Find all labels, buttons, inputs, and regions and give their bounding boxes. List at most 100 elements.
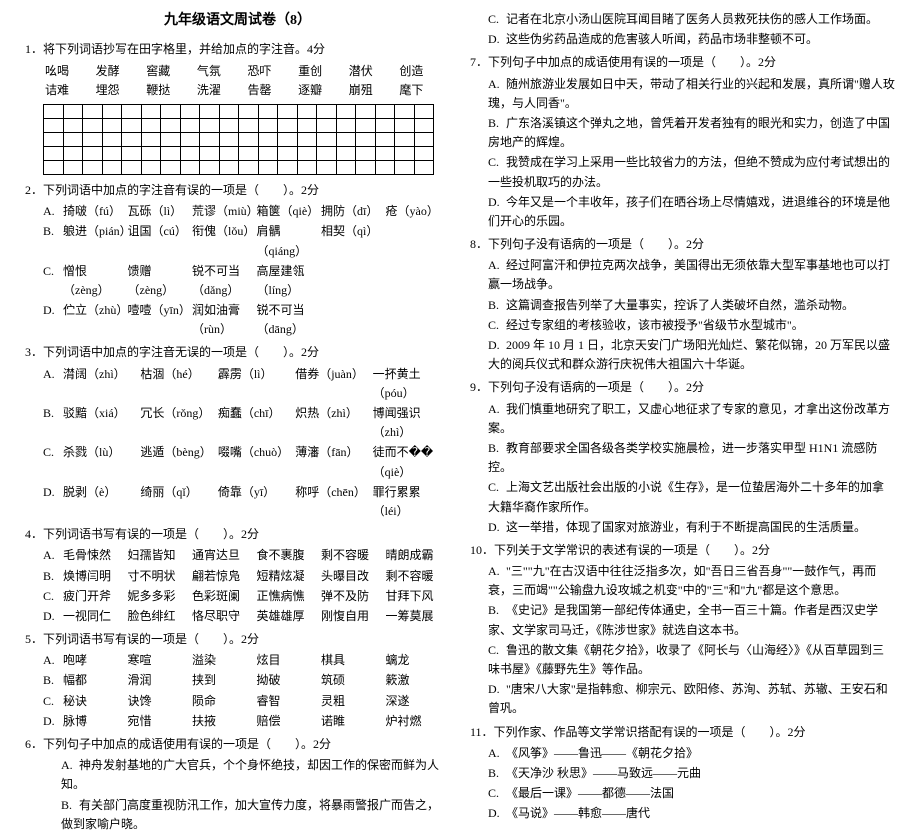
word: 气氛 bbox=[197, 62, 248, 81]
option-item: 疮（yào） bbox=[386, 202, 451, 221]
option-item: 脸色绯红 bbox=[128, 607, 193, 626]
option-label: C. bbox=[43, 443, 63, 481]
option-row: D.一视同仁脸色绯红恪尽职守英雄雄厚刚愎自用一筹莫展 bbox=[43, 607, 450, 626]
option-label: C. bbox=[43, 262, 63, 300]
option-label: D. bbox=[43, 712, 63, 731]
right-column: C.记者在北京小汤山医院耳闻目睹了医务人员救死扶伤的感人工作场面。D.这些伪劣药… bbox=[460, 10, 905, 620]
q6-continuation: C.记者在北京小汤山医院耳闻目睹了医务人员救死扶伤的感人工作场面。D.这些伪劣药… bbox=[470, 10, 895, 49]
option-item: 炽热（zhì） bbox=[295, 404, 372, 442]
option-row: B.躴进（pián）诅国（cú）衔傀（lǒu）肩髃（qiáng）相契（qì） bbox=[43, 222, 450, 260]
option-label: A. bbox=[488, 256, 506, 275]
option-row: C.秘诀诀馋陨命睿智灵粗深遂 bbox=[43, 692, 450, 711]
option-label: B. bbox=[488, 439, 506, 458]
word: 麾下 bbox=[399, 81, 450, 100]
word: 诘难 bbox=[45, 81, 96, 100]
option-text: 2009 年 10 月 1 日，北京天安门广场阳光灿烂、繁花似锦，20 万军民以… bbox=[488, 338, 890, 371]
option-row: A.神舟发射基地的广大官兵，个个身怀绝技，却因工作的保密而鲜为人知。 bbox=[61, 756, 450, 794]
option-item: 锐不可当（dāng） bbox=[257, 301, 322, 339]
option-item: 荒谬（miù） bbox=[192, 202, 257, 221]
option-row: D.今年又是一个丰收年，孩子们在晒谷场上尽情嬉戏，进退维谷的环境是他们开心的乐园… bbox=[488, 193, 895, 231]
option-label: D. bbox=[488, 518, 506, 537]
option-item: 一抔黄土（póu） bbox=[373, 365, 450, 403]
word: 逐瓣 bbox=[298, 81, 349, 100]
option-row: B.《天净沙 秋思》——马致远——元曲 bbox=[488, 764, 895, 783]
option-item: 色彩斑阑 bbox=[192, 587, 257, 606]
option-item: 螭龙 bbox=[386, 651, 451, 670]
option-row: B.焕博闫明寸不明状翩若惊凫短精炫凝头曝目改剩不容暖 bbox=[43, 567, 450, 586]
option-item: 称呼（chēn） bbox=[295, 483, 372, 521]
option-label: A. bbox=[43, 202, 63, 221]
option-text: 上海文艺出版社会出版的小说《生存》，是一位蛰居海外二十多年的加拿大籍华裔作家所作… bbox=[488, 480, 884, 513]
option-label: D. bbox=[488, 804, 506, 823]
option-item: 炉衬燃 bbox=[386, 712, 451, 731]
option-item: 薄瀋（fān） bbox=[295, 443, 372, 481]
option-item bbox=[386, 262, 451, 300]
option-label: B. bbox=[43, 222, 63, 260]
option-item: 深遂 bbox=[386, 692, 451, 711]
option-item: 润如油膏（rùn） bbox=[192, 301, 257, 339]
option-row: B.广东洛溪镇这个弹丸之地，曾凭着开发者独有的眼光和实力，创造了中国房地产的辉煌… bbox=[488, 114, 895, 152]
option-item: 枯涸（hé） bbox=[140, 365, 217, 403]
option-row: A.咆哮寒喧溢染炫目棋具螭龙 bbox=[43, 651, 450, 670]
option-item: 掎啵（fú） bbox=[63, 202, 128, 221]
option-item: 毛骨悚然 bbox=[63, 546, 128, 565]
q2-options: A.掎啵（fú）瓦砾（lì）荒谬（miù）箱箧（qiè）拥防（dī）疮（yào）… bbox=[43, 202, 450, 339]
option-item: 啜嘴（chuò） bbox=[218, 443, 295, 481]
option-row: A.《风筝》——鲁迅——《朝花夕拾》 bbox=[488, 744, 895, 763]
option-item: 咆哮 bbox=[63, 651, 128, 670]
option-item: 赔偿 bbox=[257, 712, 322, 731]
option-label: C. bbox=[488, 784, 506, 803]
option-item: 驳黯（xiá） bbox=[63, 404, 140, 442]
option-item: 瓦砾（lì） bbox=[128, 202, 193, 221]
exam-title: 九年级语文周试卷（8） bbox=[25, 10, 450, 32]
q1-words-row1: 吆喝 发酵 窖藏 气氛 恐吓 重创 潜伏 创造 bbox=[45, 62, 450, 81]
option-item bbox=[386, 222, 451, 260]
q11-options: A.《风筝》——鲁迅——《朝花夕拾》B.《天净沙 秋思》——马致远——元曲C.《… bbox=[470, 744, 895, 824]
word: 告罄 bbox=[248, 81, 299, 100]
option-item: 借券（juàn） bbox=[295, 365, 372, 403]
q10-options: A."三""九"在古汉语中往往泛指多次，如"吾日三省吾身""一鼓作气，再而衰，三… bbox=[470, 562, 895, 719]
option-item: 恪尽职守 bbox=[192, 607, 257, 626]
option-item: 弹不及防 bbox=[321, 587, 386, 606]
option-label: C. bbox=[488, 316, 506, 335]
q8-header: 8．下列句子没有语病的一项是（ ）。2分 bbox=[470, 235, 895, 254]
option-text: 神舟发射基地的广大官兵，个个身怀绝技，却因工作的保密而鲜为人知。 bbox=[61, 758, 439, 791]
option-item: 痴蠢（chī） bbox=[218, 404, 295, 442]
q1-words-row2: 诘难 埋怨 鞭挞 洗濯 告罄 逐瓣 崩殂 麾下 bbox=[45, 81, 450, 100]
option-text: 我们慎重地研究了职工，又虚心地征求了专家的意见，才拿出这份改革方案。 bbox=[488, 402, 890, 435]
option-label: B. bbox=[488, 296, 506, 315]
option-row: A.掎啵（fú）瓦砾（lì）荒谬（miù）箱箧（qiè）拥防（dī）疮（yào） bbox=[43, 202, 450, 221]
option-item: 甘拜下风 bbox=[386, 587, 451, 606]
option-row: C.记者在北京小汤山医院耳闻目睹了医务人员救死扶伤的感人工作场面。 bbox=[488, 10, 895, 29]
option-item: 通宵达旦 bbox=[192, 546, 257, 565]
option-row: D.脉博宛惜扶掖赔偿诺睢炉衬燃 bbox=[43, 712, 450, 731]
q9-header: 9．下列句子没有语病的一项是（ ）。2分 bbox=[470, 378, 895, 397]
option-item: 逃遁（bèng） bbox=[140, 443, 217, 481]
word: 崩殂 bbox=[349, 81, 400, 100]
option-label: A. bbox=[488, 75, 506, 94]
option-label: B. bbox=[488, 764, 506, 783]
option-row: C.我赞成在学习上采用一些比较省力的方法，但绝不赞成为应付考试想出的一些投机取巧… bbox=[488, 153, 895, 191]
word: 窖藏 bbox=[146, 62, 197, 81]
option-row: C.《最后一课》——都德——法国 bbox=[488, 784, 895, 803]
option-text: 《马说》——韩愈——唐代 bbox=[506, 806, 650, 820]
option-item: 灵粗 bbox=[321, 692, 386, 711]
q11-header: 11．下列作家、作品等文学常识搭配有误的一项是（ ）。2分 bbox=[470, 723, 895, 742]
option-row: A."三""九"在古汉语中往往泛指多次，如"吾日三省吾身""一鼓作气，再而衰，三… bbox=[488, 562, 895, 600]
option-label: A. bbox=[488, 562, 506, 581]
option-label: C. bbox=[43, 692, 63, 711]
option-row: A.毛骨悚然妇孺皆知通宵达旦食不裹腹剩不容暖晴朗成霸 bbox=[43, 546, 450, 565]
option-item: 绮丽（qǐ） bbox=[140, 483, 217, 521]
option-row: A.随州旅游业发展如日中天，带动了相关行业的兴起和发展，真所谓"赠人玫瑰，与人同… bbox=[488, 75, 895, 113]
option-item: 潸阔（zhì） bbox=[63, 365, 140, 403]
option-label: A. bbox=[43, 651, 63, 670]
option-label: B. bbox=[488, 114, 506, 133]
option-text: 鲁迅的散文集《朝花夕拾》，收录了《阿长与〈山海经〉》《从百草园到三味书屋》《藤野… bbox=[488, 643, 884, 676]
option-label: A. bbox=[61, 756, 79, 775]
option-row: A.我们慎重地研究了职工，又虚心地征求了专家的意见，才拿出这份改革方案。 bbox=[488, 400, 895, 438]
word: 潜伏 bbox=[349, 62, 400, 81]
word: 洗濯 bbox=[197, 81, 248, 100]
option-row: B.这篇调查报告列举了大量事实，控诉了人类破坏自然，滥杀动物。 bbox=[488, 296, 895, 315]
option-label: C. bbox=[488, 153, 506, 172]
option-text: "三""九"在古汉语中往往泛指多次，如"吾日三省吾身""一鼓作气，再而衰，三而竭… bbox=[488, 564, 876, 597]
